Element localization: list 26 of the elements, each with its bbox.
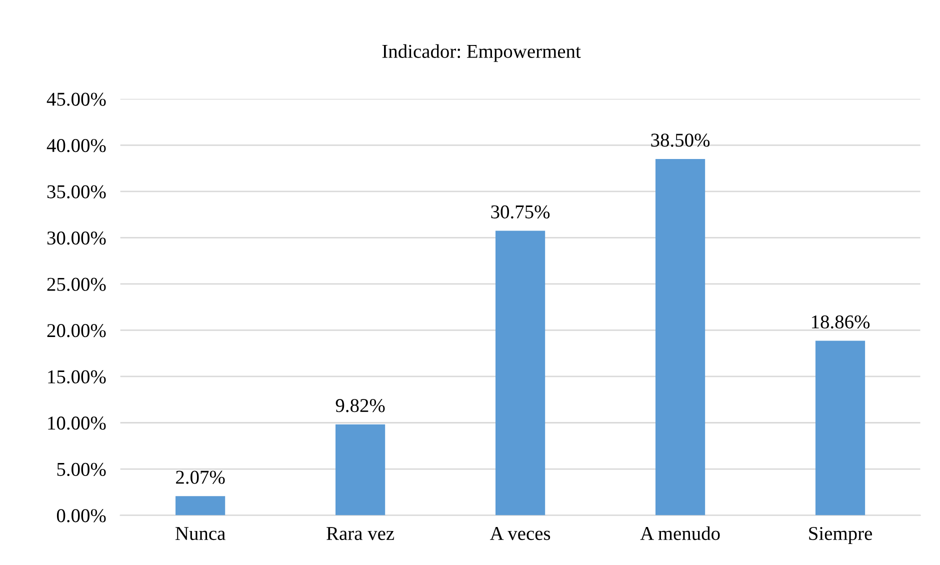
bar (655, 159, 706, 516)
y-tick-label: 25.00% (47, 278, 106, 291)
bar (176, 496, 226, 516)
x-tick-label: Nunca (176, 527, 226, 540)
x-tick-label: A menudo (640, 526, 720, 540)
bar (336, 424, 386, 516)
data-label: 2.07% (176, 470, 225, 484)
x-tick-label: Rara vez (326, 527, 394, 540)
x-tick-label: A veces (490, 527, 550, 540)
y-tick-label: 30.00% (47, 231, 106, 245)
y-tick-label: 0.00% (56, 509, 106, 522)
chart-title: Indicador: Empowerment (382, 44, 581, 62)
y-tick-label: 35.00% (47, 185, 106, 198)
data-label: 38.50% (651, 134, 710, 147)
y-tick-label: 15.00% (48, 370, 106, 384)
x-tick-label: Siempre (809, 527, 872, 544)
data-label: 9.82% (336, 399, 385, 412)
data-label: 18.86% (812, 315, 870, 329)
y-tick-label: 10.00% (48, 416, 106, 430)
y-tick-label: 45.00% (46, 92, 106, 106)
bar (815, 340, 866, 516)
bar (495, 230, 546, 516)
y-tick-label: 5.00% (57, 462, 106, 476)
data-label: 30.75% (491, 205, 550, 219)
y-tick-label: 20.00% (47, 324, 106, 338)
y-tick-label: 40.00% (46, 138, 106, 152)
